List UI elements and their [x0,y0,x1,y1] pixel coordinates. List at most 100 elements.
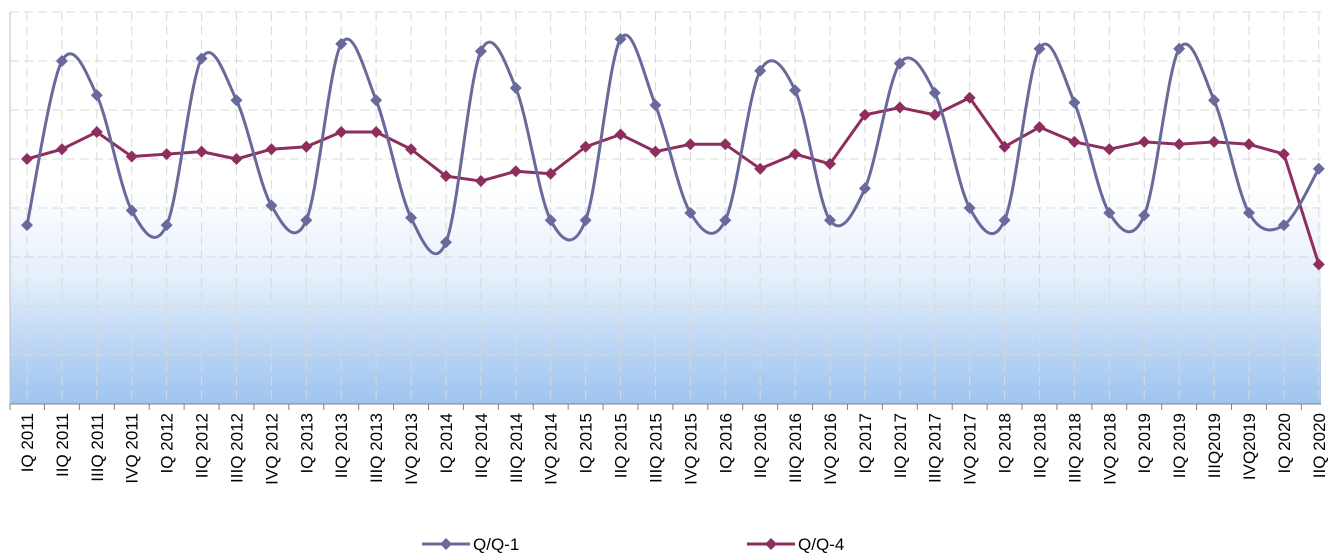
x-tick-label: IQ 2014 [437,413,456,474]
data-point [125,150,138,163]
data-point [1138,209,1151,222]
x-tick-label: IIQ 2018 [1030,413,1049,478]
data-point [300,214,313,227]
legend-marker [765,538,777,550]
legend-marker [440,538,452,550]
x-tick-label: IQ 2020 [1275,413,1294,474]
x-tick-label: IVQ 2012 [262,413,281,485]
x-tick-label: IQ 2015 [577,413,596,474]
x-tick-label: IIQ 2020 [1310,413,1328,478]
data-point [1103,206,1116,219]
data-point [439,170,452,183]
legend-item: Q/Q-4 [747,535,844,554]
x-tick-label: IIQ 2019 [1170,413,1189,478]
series-1 [21,32,1325,256]
axis-layer [9,12,1321,410]
legend: Q/Q-1 Q/Q-4 [422,535,844,554]
x-tick-label: IIIQ 2017 [926,413,945,483]
x-tick-label: IQ 2018 [996,413,1015,474]
data-point [719,214,732,227]
data-point [195,145,208,158]
data-point [928,86,941,99]
legend-label: Q/Q-1 [473,535,519,554]
data-point [1033,42,1046,55]
data-point [1068,135,1081,148]
data-point [1277,148,1290,161]
data-point [754,162,767,175]
x-tick-labels: IQ 2011 IIQ 2011 IIIQ 2011 IVQ 2011 IQ 2012 I… [18,413,1328,485]
data-point [21,153,33,165]
data-point [125,204,138,217]
data-point [1103,143,1116,156]
x-tick-label: IIQ 2015 [612,413,631,478]
x-tick-label: IIIQ 2013 [367,413,386,483]
data-point [370,126,383,139]
data-point [789,148,802,161]
x-tick-label: IVQ2019 [1240,413,1259,480]
data-point [1312,258,1325,271]
x-tick-label: IQ 2011 [18,413,37,472]
data-point [160,219,173,232]
data-point [649,145,662,158]
data-point [230,153,243,165]
data-point [1173,42,1186,55]
data-point [300,140,313,153]
data-point [335,126,348,139]
data-point [614,32,627,45]
data-point [789,84,802,97]
data-point [160,148,173,161]
data-point [370,94,383,107]
data-point [963,202,976,214]
data-point [90,89,103,102]
x-tick-label: IQ 2019 [1135,413,1154,474]
data-point [1242,138,1255,151]
x-tick-label: IIIQ 2012 [227,413,246,483]
data-point [55,55,68,67]
x-tick-label: IIIQ 2018 [1065,413,1084,483]
data-point [858,108,871,121]
series-line [26,96,1321,265]
x-tick-label: IVQ 2015 [681,413,700,485]
data-point [1138,135,1151,148]
x-tick-label: IIQ 2012 [193,413,212,478]
x-tick-label: IVQ 2013 [402,413,421,485]
data-point [928,108,941,121]
data-point [90,126,103,139]
data-point [1277,219,1290,232]
x-tick-label: IIIQ 2014 [507,413,526,483]
data-point [439,236,452,249]
data-point [1033,121,1046,134]
x-tick-label: IQ 2016 [716,413,735,474]
data-point [754,64,767,77]
data-point [614,128,627,141]
data-point [265,143,278,156]
data-point [1242,206,1255,219]
data-point [963,91,976,104]
data-point [1312,162,1325,175]
x-tick-label: IIQ 2016 [751,413,770,478]
data-point [474,175,487,188]
data-point [684,206,697,219]
x-tick-label: IIIQ2019 [1205,413,1224,478]
data-point [265,199,278,212]
data-point [544,167,557,180]
data-point [998,140,1011,153]
data-point [195,52,208,65]
x-tick-label: IIQ 2017 [891,413,910,478]
data-point [858,182,871,195]
data-point [579,214,592,227]
data-point [824,214,837,227]
data-point [1068,96,1081,109]
x-tick-label: IVQ 2014 [542,413,561,485]
x-tick-label: IVQ 2018 [1100,413,1119,485]
series-2 [21,91,1325,271]
data-point [405,211,418,224]
data-point [579,140,592,153]
x-tick-label: IQ 2012 [158,413,177,474]
data-point [1208,135,1221,148]
data-point [719,138,732,151]
x-tick-label: IIQ 2014 [472,413,491,478]
data-point [1173,138,1186,151]
